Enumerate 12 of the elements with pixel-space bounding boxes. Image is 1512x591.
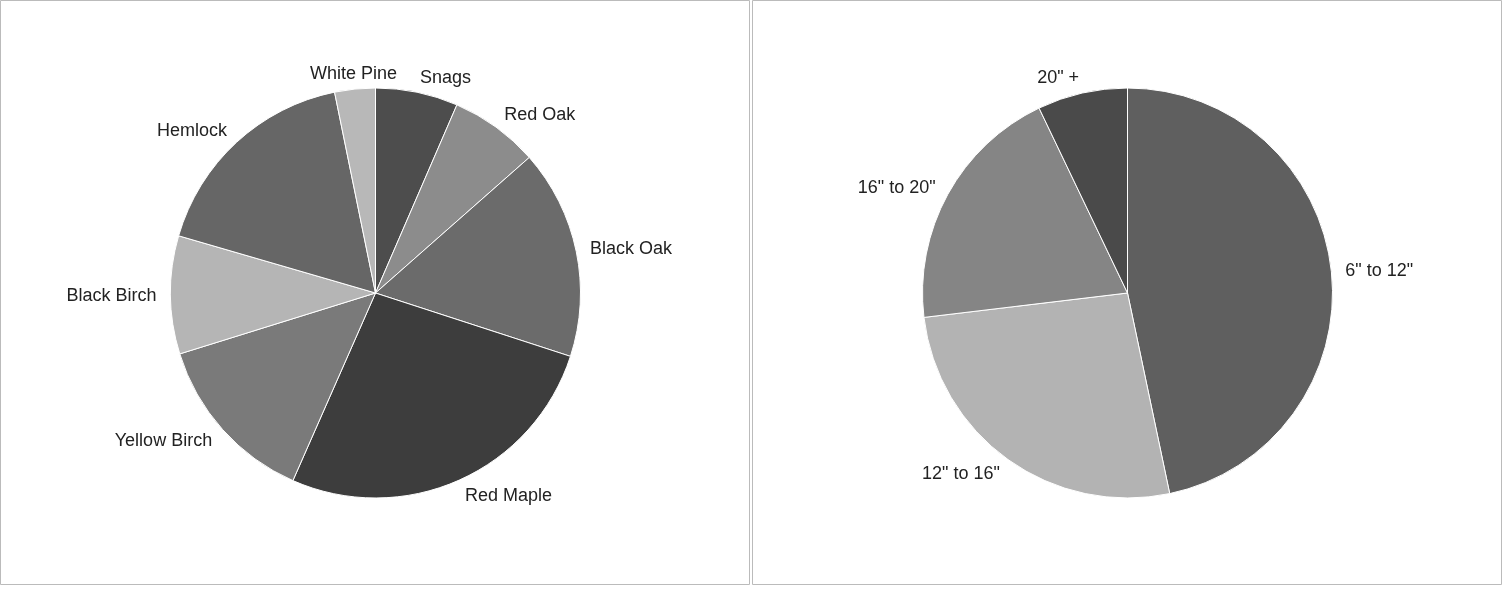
slice-label: Black Birch [66, 285, 157, 306]
slice-label: Red Oak [504, 104, 577, 125]
slice-label: White Pine [310, 63, 398, 84]
slice-label: 6" to 12" [1345, 260, 1414, 281]
slice-label: Snags [419, 66, 471, 87]
slice-label: Yellow Birch [114, 430, 213, 451]
slice-label: Black Oak [589, 238, 673, 259]
slice-label: 12" to 16" [922, 462, 1000, 483]
slice-label: 16" to 20" [857, 176, 936, 197]
slice-label: Red Maple [464, 484, 553, 505]
slice-label: Hemlock [157, 120, 229, 141]
slice-label: 20" + [1037, 67, 1080, 88]
